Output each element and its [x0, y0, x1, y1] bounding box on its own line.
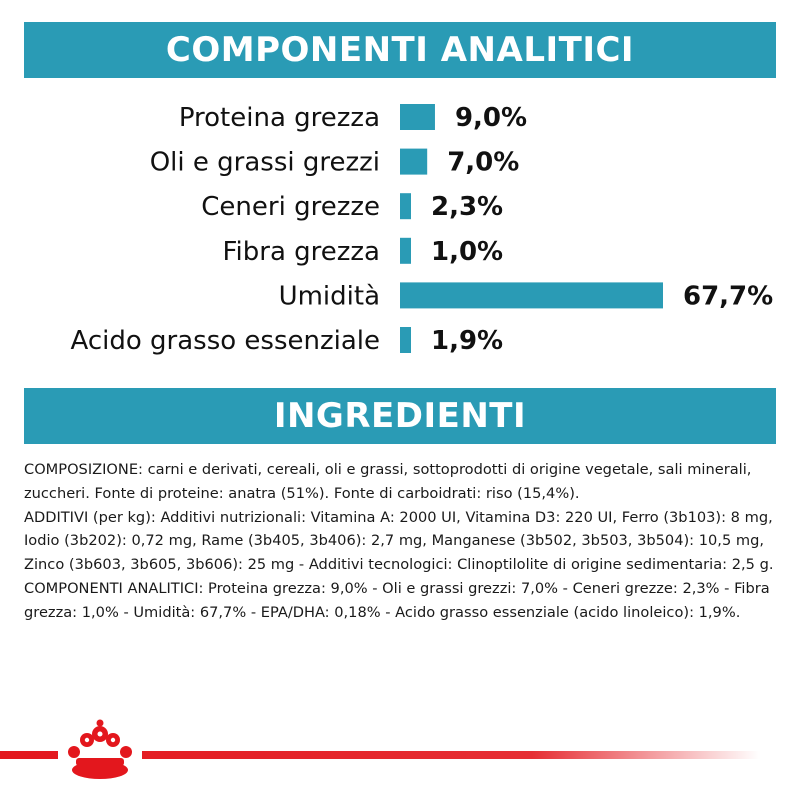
bar-row-2-value: 2,3% — [431, 192, 503, 222]
ingredients-title: INGREDIENTI — [273, 396, 527, 436]
bar-row-3-bar — [400, 237, 411, 264]
analytics-banner: COMPONENTI ANALITICI — [24, 22, 776, 78]
bar-row-4-value: 67,7% — [683, 281, 773, 311]
bar-row-0-bar — [400, 104, 435, 130]
analytics-title: COMPONENTI ANALITICI — [165, 30, 635, 70]
bar-row-2-bar — [400, 193, 411, 220]
bar-row-4-bar — [400, 282, 663, 309]
bar-row-3-value: 1,0% — [431, 237, 503, 267]
bar-row-2-label: Ceneri grezze — [201, 192, 380, 222]
bar-row-0-value: 9,0% — [455, 103, 527, 133]
bar-row-5-bar — [400, 327, 411, 353]
composition-paragraph: COMPOSIZIONE: carni e derivati, cereali,… — [24, 461, 752, 502]
analytics-paragraph: COMPONENTI ANALITICI: Proteina grezza: 9… — [24, 579, 770, 621]
bar-row-1-bar — [400, 148, 428, 175]
bar-row-1-value: 7,0% — [447, 148, 519, 178]
ingredients-text: COMPOSIZIONE: carni e derivati, cereali,… — [24, 458, 776, 625]
royal-canin-crown-icon — [58, 718, 142, 790]
bar-row-4-label: Umidità — [279, 281, 380, 311]
bar-row-3-label: Fibra grezza — [222, 237, 380, 267]
bar-row-1-label: Oli e grassi grezzi — [150, 148, 380, 178]
bar-row-0-label: Proteina grezza — [179, 103, 380, 133]
footer-red-line — [0, 751, 760, 759]
bar-row-5-value: 1,9% — [431, 326, 503, 356]
analytics-bar-chart: Proteina grezza 9,0% Oli e grassi grezzi 7,… — [71, 103, 774, 356]
additives-paragraph: ADDITIVI (per kg): Additivi nutrizionali… — [24, 508, 774, 574]
ingredients-banner: INGREDIENTI — [24, 388, 776, 444]
bar-row-5-label: Acido grasso essenziale — [71, 326, 381, 356]
